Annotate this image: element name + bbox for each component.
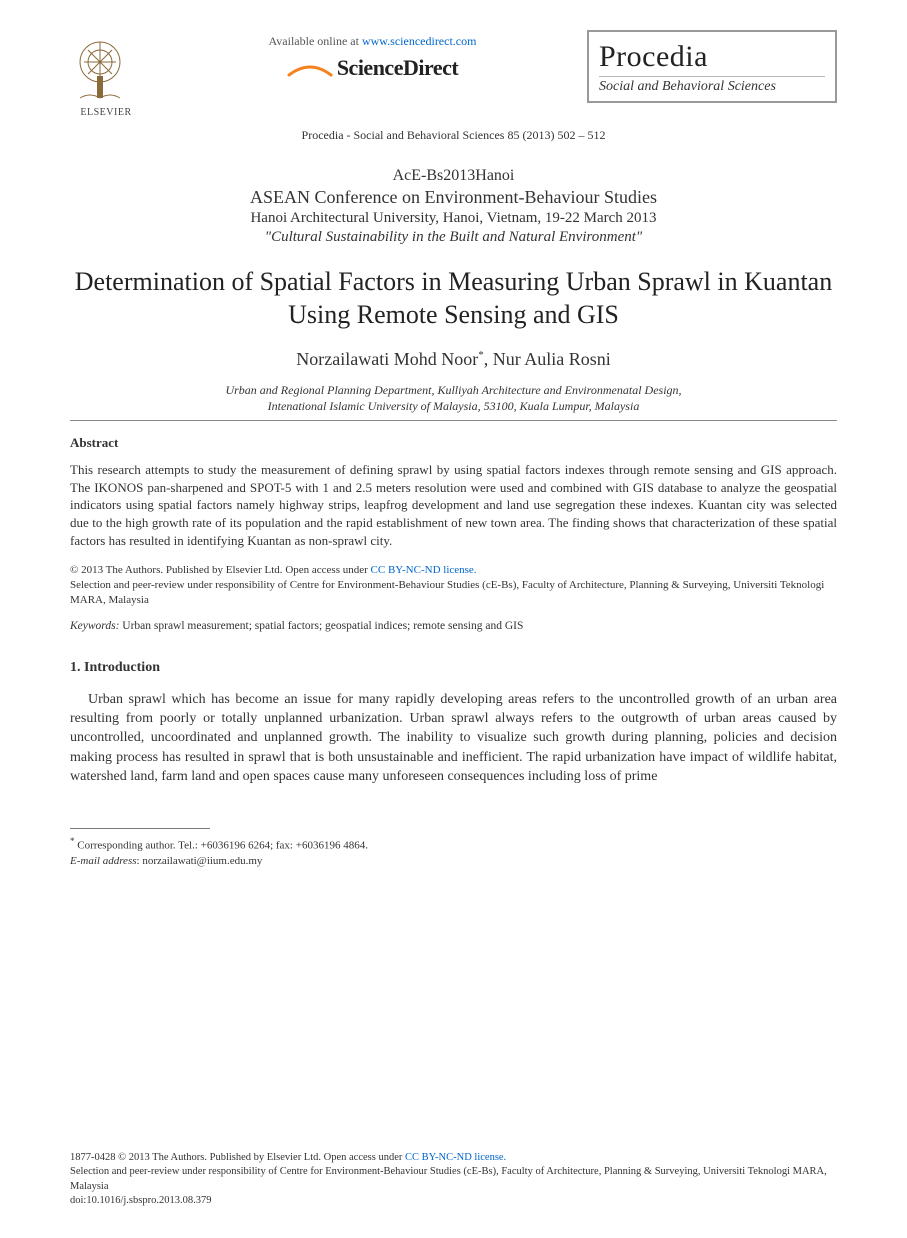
elsevier-logo: ELSEVIER bbox=[70, 30, 142, 118]
affiliation-line2: Intenational Islamic University of Malay… bbox=[268, 399, 640, 413]
footer-license-link[interactable]: CC BY-NC-ND license. bbox=[405, 1152, 506, 1163]
copyright-block: © 2013 The Authors. Published by Elsevie… bbox=[70, 563, 837, 608]
conference-name: ASEAN Conference on Environment-Behaviou… bbox=[70, 187, 837, 208]
paper-title: Determination of Spatial Factors in Meas… bbox=[70, 266, 837, 331]
keywords-line: Keywords: Urban sprawl measurement; spat… bbox=[70, 620, 837, 632]
footer-peer-review: Selection and peer-review under responsi… bbox=[70, 1166, 827, 1191]
footnote-rule bbox=[70, 828, 210, 829]
author-2: Nur Aulia Rosni bbox=[493, 349, 611, 369]
peer-review-line: Selection and peer-review under responsi… bbox=[70, 579, 824, 606]
journal-reference: Procedia - Social and Behavioral Science… bbox=[70, 128, 837, 143]
header-center: Available online at www.sciencedirect.co… bbox=[162, 30, 583, 81]
procedia-subtitle: Social and Behavioral Sciences bbox=[599, 76, 825, 95]
affiliation-line1: Urban and Regional Planning Department, … bbox=[225, 383, 681, 397]
available-online-line: Available online at www.sciencedirect.co… bbox=[162, 34, 583, 49]
abstract-heading: Abstract bbox=[70, 435, 837, 451]
conference-theme: "Cultural Sustainability in the Built an… bbox=[70, 229, 837, 246]
email-label: E-mail address bbox=[70, 855, 137, 867]
author-separator: , bbox=[484, 349, 493, 369]
affiliation: Urban and Regional Planning Department, … bbox=[70, 382, 837, 414]
open-access-label: Open access under bbox=[285, 564, 370, 576]
abstract-text: This research attempts to study the meas… bbox=[70, 461, 837, 549]
footer-issn-copyright: 1877-0428 © 2013 The Authors. Published … bbox=[70, 1152, 324, 1163]
footer-doi: doi:10.1016/j.sbspro.2013.08.379 bbox=[70, 1195, 211, 1206]
elsevier-wordmark: ELSEVIER bbox=[70, 107, 142, 118]
section-1-heading: 1. Introduction bbox=[70, 660, 837, 676]
corresponding-author-footnote: * Corresponding author. Tel.: +6036196 6… bbox=[70, 835, 837, 869]
license-link[interactable]: CC BY-NC-ND license. bbox=[371, 564, 477, 576]
conference-block: AcE-Bs2013Hanoi ASEAN Conference on Envi… bbox=[70, 167, 837, 246]
rule-above-abstract bbox=[70, 420, 837, 421]
conference-venue: Hanoi Architectural University, Hanoi, V… bbox=[70, 210, 837, 227]
copyright-line1: © 2013 The Authors. Published by Elsevie… bbox=[70, 564, 285, 576]
sciencedirect-swoosh-icon bbox=[287, 63, 333, 77]
sciencedirect-wordmark: ScienceDirect bbox=[162, 55, 583, 81]
corresponding-contact: Corresponding author. Tel.: +6036196 626… bbox=[75, 840, 368, 852]
author-line: Norzailawati Mohd Noor*, Nur Aulia Rosni bbox=[70, 349, 837, 370]
page-footer: 1877-0428 © 2013 The Authors. Published … bbox=[70, 1151, 837, 1208]
elsevier-tree-icon bbox=[70, 36, 130, 100]
available-prefix: Available online at bbox=[269, 34, 362, 48]
author-1: Norzailawati Mohd Noor bbox=[296, 349, 478, 369]
sciencedirect-text: ScienceDirect bbox=[337, 55, 458, 80]
intro-paragraph-1: Urban sprawl which has become an issue f… bbox=[70, 690, 837, 787]
page-header: ELSEVIER Available online at www.science… bbox=[70, 30, 837, 118]
corresponding-email: : norzailawati@iium.edu.my bbox=[137, 855, 263, 867]
procedia-journal-box: Procedia Social and Behavioral Sciences bbox=[587, 30, 837, 103]
conference-code: AcE-Bs2013Hanoi bbox=[70, 167, 837, 185]
procedia-title: Procedia bbox=[599, 40, 825, 74]
sciencedirect-url-link[interactable]: www.sciencedirect.com bbox=[362, 34, 477, 48]
keywords-text: Urban sprawl measurement; spatial factor… bbox=[119, 620, 523, 632]
keywords-label: Keywords: bbox=[70, 620, 119, 632]
footer-open-access: Open access under bbox=[324, 1152, 405, 1163]
